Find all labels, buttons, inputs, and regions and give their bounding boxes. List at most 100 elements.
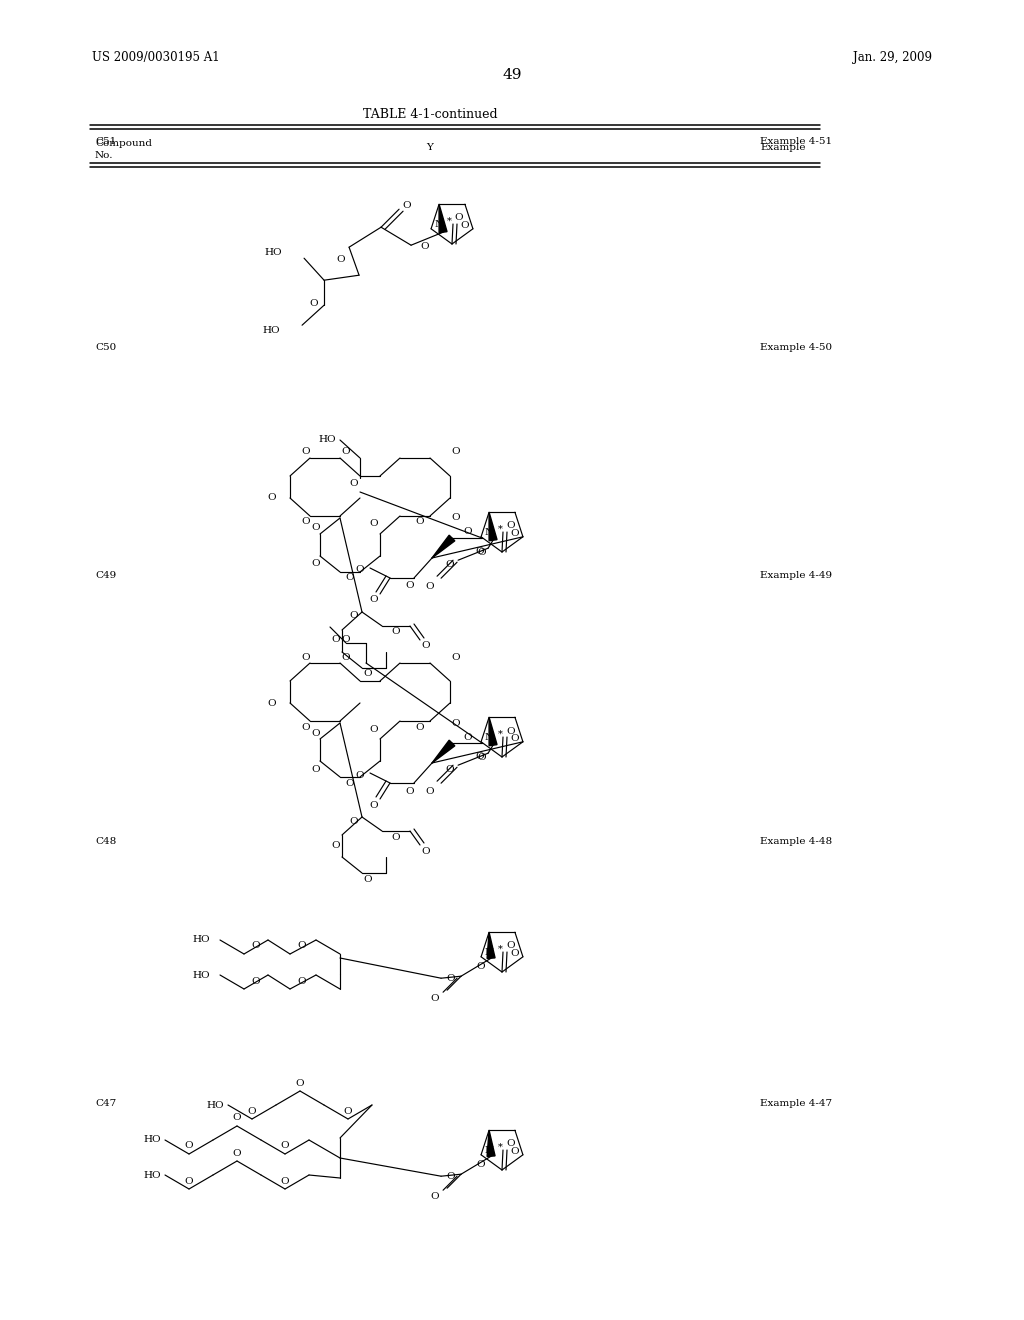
Text: O: O bbox=[370, 725, 378, 734]
Text: O: O bbox=[281, 1176, 290, 1185]
Text: C48: C48 bbox=[95, 837, 117, 846]
Text: TABLE 4-1-continued: TABLE 4-1-continued bbox=[362, 108, 498, 121]
Text: *: * bbox=[498, 1142, 503, 1151]
Text: O: O bbox=[302, 517, 310, 527]
Text: Example 4-49: Example 4-49 bbox=[760, 570, 833, 579]
Text: O: O bbox=[445, 560, 455, 569]
Text: O: O bbox=[184, 1176, 194, 1185]
Text: O: O bbox=[298, 977, 306, 986]
Text: O: O bbox=[431, 994, 439, 1003]
Text: O: O bbox=[475, 752, 483, 760]
Text: O: O bbox=[446, 974, 456, 982]
Polygon shape bbox=[489, 512, 497, 541]
Text: O: O bbox=[507, 726, 515, 735]
Text: O: O bbox=[511, 949, 519, 958]
Text: N: N bbox=[484, 734, 494, 742]
Text: O: O bbox=[342, 652, 350, 661]
Text: O: O bbox=[445, 764, 455, 774]
Text: O: O bbox=[342, 635, 350, 644]
Text: HO: HO bbox=[143, 1135, 161, 1144]
Text: O: O bbox=[364, 874, 373, 883]
Text: O: O bbox=[422, 642, 430, 651]
Text: HO: HO bbox=[264, 248, 282, 256]
Text: O: O bbox=[332, 841, 340, 850]
Text: O: O bbox=[248, 1106, 256, 1115]
Text: Example 4-47: Example 4-47 bbox=[760, 1100, 833, 1109]
Text: Example 4-51: Example 4-51 bbox=[760, 137, 833, 147]
Text: Compound: Compound bbox=[95, 139, 152, 148]
Text: C50: C50 bbox=[95, 343, 117, 352]
Text: O: O bbox=[511, 734, 519, 743]
Polygon shape bbox=[439, 205, 447, 232]
Text: O: O bbox=[267, 698, 276, 708]
Text: O: O bbox=[337, 255, 345, 264]
Text: O: O bbox=[464, 733, 472, 742]
Text: O: O bbox=[507, 521, 515, 531]
Text: O: O bbox=[455, 214, 463, 223]
Text: O: O bbox=[475, 546, 483, 556]
Text: Y: Y bbox=[427, 144, 433, 153]
Text: HO: HO bbox=[193, 970, 210, 979]
Text: O: O bbox=[309, 298, 318, 308]
Text: O: O bbox=[267, 494, 276, 503]
Text: N: N bbox=[484, 948, 494, 957]
Text: O: O bbox=[355, 771, 365, 780]
Text: N: N bbox=[484, 528, 494, 537]
Text: O: O bbox=[446, 1172, 456, 1180]
Text: O: O bbox=[452, 513, 461, 523]
Text: O: O bbox=[370, 800, 378, 809]
Text: O: O bbox=[392, 627, 400, 636]
Text: O: O bbox=[452, 718, 461, 727]
Text: O: O bbox=[370, 595, 378, 605]
Text: O: O bbox=[477, 1160, 485, 1168]
Text: O: O bbox=[452, 652, 461, 661]
Text: O: O bbox=[302, 652, 310, 661]
Text: O: O bbox=[302, 722, 310, 731]
Text: O: O bbox=[349, 479, 358, 488]
Polygon shape bbox=[432, 535, 455, 558]
Text: O: O bbox=[349, 611, 358, 620]
Text: O: O bbox=[349, 817, 358, 825]
Text: HO: HO bbox=[262, 326, 281, 335]
Text: O: O bbox=[332, 635, 340, 644]
Text: O: O bbox=[252, 941, 260, 950]
Text: Example 4-50: Example 4-50 bbox=[760, 343, 833, 352]
Text: 49: 49 bbox=[502, 69, 522, 82]
Text: O: O bbox=[232, 1114, 242, 1122]
Text: O: O bbox=[296, 1078, 304, 1088]
Text: O: O bbox=[416, 722, 424, 731]
Text: O: O bbox=[507, 941, 515, 950]
Text: O: O bbox=[392, 833, 400, 842]
Text: *: * bbox=[498, 729, 503, 738]
Text: O: O bbox=[346, 779, 354, 788]
Text: O: O bbox=[511, 1147, 519, 1156]
Text: O: O bbox=[184, 1142, 194, 1151]
Text: O: O bbox=[421, 242, 429, 251]
Polygon shape bbox=[487, 932, 495, 958]
Text: O: O bbox=[370, 520, 378, 528]
Text: O: O bbox=[431, 1192, 439, 1201]
Text: O: O bbox=[406, 582, 415, 590]
Text: O: O bbox=[478, 752, 486, 762]
Text: O: O bbox=[426, 582, 434, 591]
Text: O: O bbox=[311, 764, 321, 774]
Text: O: O bbox=[477, 962, 485, 970]
Text: HO: HO bbox=[143, 1171, 161, 1180]
Text: O: O bbox=[281, 1142, 290, 1151]
Text: O: O bbox=[311, 560, 321, 569]
Text: O: O bbox=[311, 729, 321, 738]
Text: O: O bbox=[298, 941, 306, 950]
Text: C49: C49 bbox=[95, 570, 117, 579]
Text: US 2009/0030195 A1: US 2009/0030195 A1 bbox=[92, 51, 219, 65]
Polygon shape bbox=[489, 717, 497, 746]
Text: C51: C51 bbox=[95, 137, 117, 147]
Text: O: O bbox=[344, 1106, 352, 1115]
Text: O: O bbox=[511, 529, 519, 539]
Text: O: O bbox=[346, 573, 354, 582]
Text: O: O bbox=[478, 548, 486, 557]
Text: No.: No. bbox=[95, 150, 114, 160]
Text: Example 4-48: Example 4-48 bbox=[760, 837, 833, 846]
Text: O: O bbox=[426, 787, 434, 796]
Text: O: O bbox=[402, 201, 412, 210]
Text: O: O bbox=[311, 524, 321, 532]
